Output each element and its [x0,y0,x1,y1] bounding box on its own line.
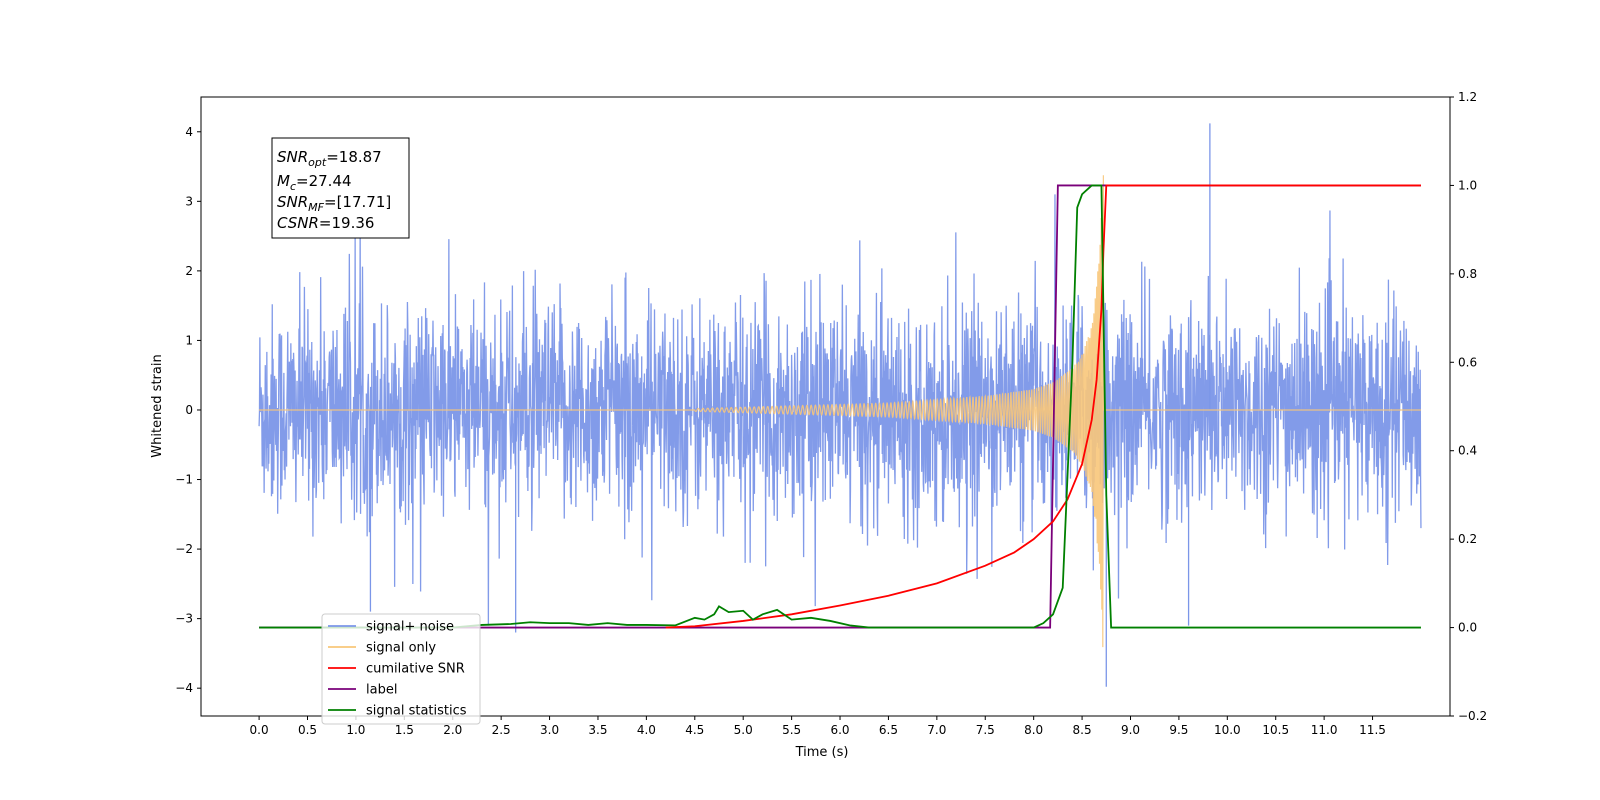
y2-tick-label: 1.2 [1458,90,1477,104]
y2-tick-label: 0.8 [1458,267,1477,281]
x-tick-label: 1.0 [346,723,365,737]
legend-label: signal+ noise [366,620,454,635]
x-tick-label: 3.0 [540,723,559,737]
y-tick-label: −2 [175,542,193,556]
y-tick-label: −1 [175,473,193,487]
annotation-box: SNRopt=18.87 Mc=27.44 SNRMF=[17.71] CSNR… [271,137,410,239]
y-tick-label: −3 [175,612,193,626]
x-tick-label: 2.5 [492,723,511,737]
x-tick-label: 6.5 [879,723,898,737]
legend-label: signal only [366,641,436,656]
legend-label: label [366,683,397,698]
plot-frame [200,96,1451,717]
x-tick-label: 8.0 [1024,723,1043,737]
legend-label: cumilative SNR [366,662,465,677]
y-tick-label: 1 [185,333,193,347]
y2-tick-label: 1.0 [1458,178,1477,192]
annotation-snr-opt: SNRopt=18.87 [277,148,382,169]
series-layer [258,123,1422,687]
x-tick-label: 11.0 [1311,723,1338,737]
x-axis-ticks: 0.0 0.5 1.0 1.5 2.0 2.5 3.0 3.5 4.0 4.5 5.0 5.5 6.0 6… [250,716,1386,737]
series-cumulative-snr [665,184,1421,629]
x-tick-label: 10.0 [1214,723,1241,737]
x-tick-label: 7.0 [927,723,946,737]
x-tick-label: 4.0 [637,723,656,737]
x-tick-label: 9.5 [1169,723,1188,737]
x-axis-label: Time (s) [795,745,849,760]
y-tick-label: 4 [185,125,193,139]
x-tick-label: 2.0 [443,723,462,737]
x-tick-label: 7.5 [976,723,995,737]
y-tick-label: 3 [185,194,193,208]
series-signal-statistics [259,184,1421,629]
x-tick-label: 0.5 [298,723,317,737]
x-tick-label: 1.5 [395,723,414,737]
annotation-csnr: CSNR=19.36 [277,214,374,232]
x-tick-label: 5.0 [734,723,753,737]
legend-label: signal statistics [366,704,467,719]
series-signal-only [259,175,1421,648]
y2-axis-ticks: 1.2 1.0 0.8 0.6 0.4 0.2 0.0 −0.2 [1450,90,1487,723]
x-tick-label: 3.5 [588,723,607,737]
x-tick-label: 5.5 [782,723,801,737]
legend: signal+ noise signal only cumilative SNR la… [321,613,481,725]
y2-tick-label: −0.2 [1458,709,1487,723]
y-axis-label: Whitened strain [150,354,165,457]
x-tick-label: 8.5 [1073,723,1092,737]
y2-tick-label: 0.2 [1458,532,1477,546]
y2-tick-label: 0.6 [1458,355,1477,369]
x-tick-label: 11.5 [1359,723,1386,737]
x-tick-label: 10.5 [1262,723,1289,737]
x-tick-label: 4.5 [685,723,704,737]
y-tick-label: 2 [185,264,193,278]
annotation-mc: Mc=27.44 [277,172,352,193]
y-tick-label: 0 [185,403,193,417]
x-tick-label: 6.0 [830,723,849,737]
x-tick-label: 0.0 [250,723,269,737]
y2-tick-label: 0.0 [1458,621,1477,635]
y-tick-label: −4 [175,681,193,695]
series-signal-noise [258,194,1422,626]
y-axis-ticks: 4 3 2 1 0 −1 −2 −3 −4 [175,125,201,695]
annotation-snr-mf: SNRMF=[17.71] [277,193,391,214]
x-tick-label: 9.0 [1121,723,1140,737]
y2-tick-label: 0.4 [1458,444,1477,458]
